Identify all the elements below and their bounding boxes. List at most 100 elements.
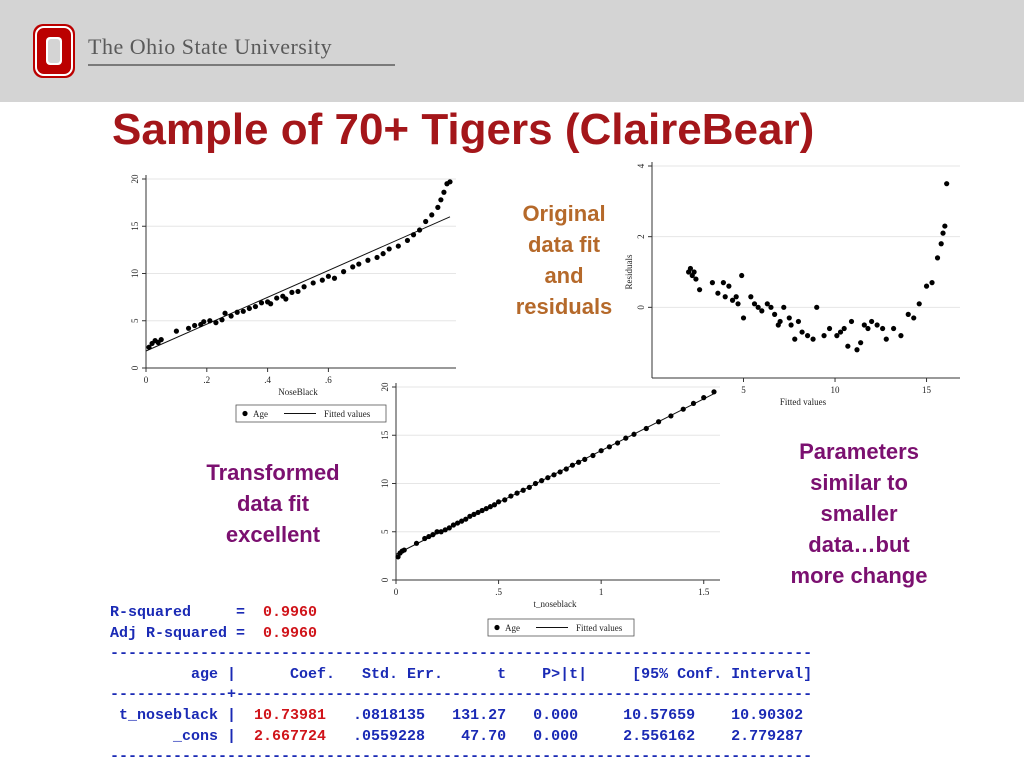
- legend-marker: [494, 624, 500, 631]
- data-point: [479, 507, 485, 514]
- x-tick-label: 15: [922, 385, 932, 395]
- data-point: [508, 493, 514, 499]
- y-tick-label: 10: [380, 479, 390, 489]
- x-tick-label: .5: [495, 587, 502, 597]
- annotation-line: smaller: [820, 501, 898, 526]
- x-tick-label: .2: [203, 375, 210, 385]
- data-point: [410, 232, 417, 238]
- data-point: [623, 435, 629, 441]
- data-point: [219, 317, 225, 323]
- data-point: [861, 322, 867, 328]
- data-point: [834, 333, 840, 339]
- data-point: [502, 497, 508, 503]
- data-point: [331, 275, 338, 281]
- data-point: [395, 243, 401, 249]
- data-point: [911, 315, 917, 321]
- data-point: [463, 516, 469, 522]
- data-point: [413, 540, 420, 546]
- data-point: [495, 499, 502, 505]
- data-point: [380, 251, 386, 257]
- data-point: [788, 322, 794, 328]
- data-point: [228, 313, 234, 319]
- annotation-original: Original data fit and residuals: [504, 198, 624, 322]
- data-point: [905, 311, 911, 317]
- data-point: [213, 320, 219, 326]
- data-point: [726, 283, 732, 289]
- data-point: [826, 325, 833, 332]
- data-point: [557, 469, 563, 475]
- data-point: [435, 204, 441, 210]
- data-point: [854, 347, 860, 353]
- data-point: [606, 444, 612, 450]
- data-point: [404, 237, 411, 244]
- residuals-chart: 0 2 4 5 10 15 Fitted values Residuals: [624, 162, 960, 407]
- y-tick-label: 20: [130, 174, 140, 184]
- annotation-line: Transformed: [206, 460, 340, 485]
- data-point: [471, 511, 477, 517]
- data-point: [821, 333, 827, 339]
- header-banner: The Ohio State University: [0, 0, 1024, 102]
- data-point: [173, 328, 179, 334]
- y-tick-label: 20: [380, 382, 390, 392]
- data-point: [325, 273, 331, 279]
- ohio-state-logo-icon: [33, 24, 75, 78]
- data-point: [923, 283, 930, 289]
- data-point: [929, 280, 935, 286]
- slide-title: Sample of 70+ Tigers (ClaireBear): [112, 105, 815, 154]
- data-point: [532, 480, 539, 487]
- data-point: [430, 532, 436, 538]
- data-point: [246, 305, 252, 312]
- r-squared-label: R-squared =: [110, 604, 246, 621]
- x-tick-label: 0: [144, 375, 149, 385]
- x-tick-label: 1.5: [698, 587, 710, 597]
- data-point: [185, 325, 192, 331]
- data-point: [680, 406, 686, 412]
- table-row-stats: .0559228 47.70 0.000 2.556162 2.779287: [326, 727, 804, 745]
- data-point: [274, 295, 280, 301]
- y-tick-label: 5: [130, 318, 140, 323]
- y-tick-label: 10: [130, 269, 140, 279]
- x-tick-label: .4: [264, 375, 271, 385]
- data-point: [739, 272, 745, 279]
- annotation-line: data fit: [236, 491, 310, 516]
- data-point: [772, 311, 778, 317]
- data-point: [207, 318, 213, 324]
- data-point: [631, 431, 637, 437]
- data-point: [696, 287, 703, 293]
- regression-output: R-squared = 0.9960 Adj R-squared = 0.996…: [110, 603, 812, 768]
- data-point: [942, 223, 948, 229]
- data-point: [341, 269, 347, 275]
- data-point: [438, 529, 444, 535]
- legend-label: Age: [505, 623, 520, 633]
- data-point: [810, 336, 816, 342]
- data-point: [880, 325, 886, 332]
- data-point: [575, 459, 582, 465]
- data-point: [720, 280, 726, 286]
- data-point: [874, 322, 880, 328]
- data-point: [569, 462, 576, 468]
- data-point: [441, 189, 447, 195]
- data-point: [454, 520, 461, 526]
- data-point: [691, 269, 697, 275]
- data-point: [158, 337, 164, 343]
- data-point: [201, 319, 207, 325]
- annotation-line: Original: [522, 201, 606, 226]
- data-point: [539, 478, 545, 484]
- y-tick-label: 5: [380, 529, 390, 534]
- data-point: [295, 288, 301, 295]
- annotation-line: data…but: [808, 532, 910, 557]
- data-point: [234, 309, 240, 315]
- y-tick-label: 15: [130, 221, 140, 231]
- data-point: [768, 304, 774, 310]
- data-point: [598, 448, 604, 454]
- data-point: [240, 308, 246, 314]
- university-name-underline: [88, 64, 395, 66]
- data-point: [426, 533, 432, 540]
- data-point: [356, 261, 362, 267]
- data-point: [467, 513, 473, 519]
- data-point: [740, 315, 747, 321]
- data-point: [715, 290, 721, 296]
- x-axis-label: t_noseblack: [534, 599, 577, 609]
- data-point: [883, 336, 889, 342]
- x-axis-label: NoseBlack: [278, 387, 318, 397]
